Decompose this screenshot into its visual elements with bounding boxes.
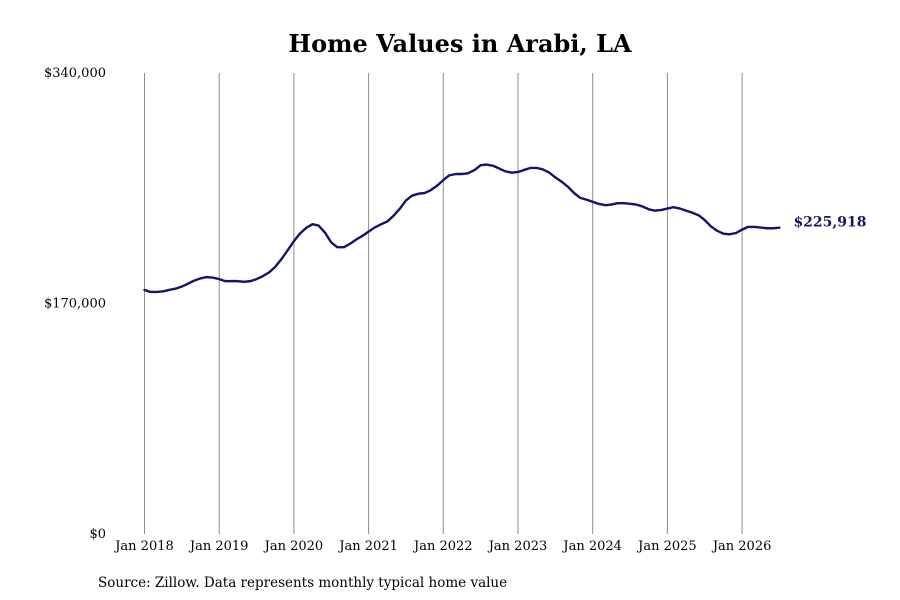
series-line (143, 163, 781, 294)
series-layer (143, 163, 781, 294)
x-tick-label: Jan 2021 (337, 539, 398, 554)
x-tick-label: Jan 2025 (636, 539, 697, 554)
x-tick-label: Jan 2020 (263, 539, 324, 554)
source-note: Source: Zillow. Data represents monthly … (98, 575, 507, 591)
y-tick-label: $0 (89, 527, 106, 542)
end-value-label: $225,918 (793, 215, 866, 231)
x-tick-label: Jan 2024 (561, 539, 622, 554)
x-axis-tick-labels: Jan 2018 Jan 2019 Jan 2020 Jan 2021 Jan 2022… (113, 539, 771, 554)
y-tick-label: $170,000 (44, 297, 106, 312)
x-tick-label: Jan 2022 (412, 539, 473, 554)
y-tick-label: $340,000 (44, 66, 106, 81)
x-tick-label: Jan 2026 (711, 539, 772, 554)
x-tick-label: Jan 2018 (113, 539, 174, 554)
vertical-gridlines (144, 73, 743, 534)
x-tick-label: Jan 2023 (487, 539, 548, 554)
x-tick-label: Jan 2019 (188, 539, 249, 554)
chart-title: Home Values in Arabi, LA (288, 29, 632, 58)
y-axis-tick-labels: $340,000 $170,000 $0 (44, 66, 106, 542)
